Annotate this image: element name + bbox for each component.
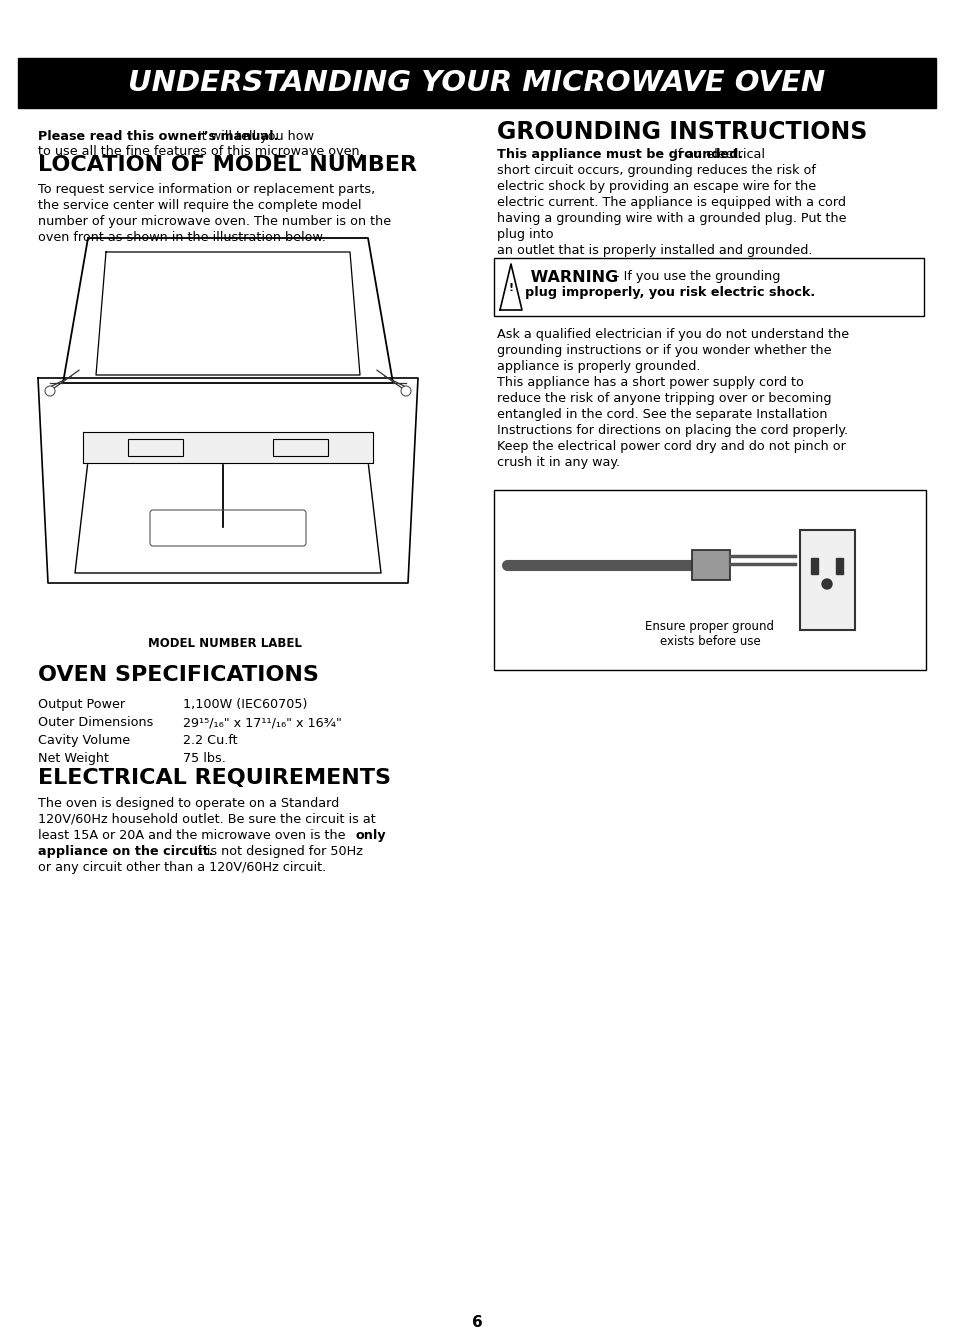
Text: the service center will require the complete model: the service center will require the comp… [38, 199, 361, 212]
Bar [494, 490, 925, 670]
Text: Instructions for directions on placing the cord properly.: Instructions for directions on placing t… [497, 424, 847, 437]
Text: Outer Dimensions: Outer Dimensions [38, 717, 153, 729]
Text: GROUNDING INSTRUCTIONS: GROUNDING INSTRUCTIONS [497, 119, 866, 144]
Polygon shape [83, 432, 373, 463]
Text: 120V/60Hz household outlet. Be sure the circuit is at: 120V/60Hz household outlet. Be sure the … [38, 813, 375, 825]
Circle shape [821, 578, 831, 589]
Circle shape [400, 386, 411, 396]
Text: ELECTRICAL REQUIREMENTS: ELECTRICAL REQUIREMENTS [38, 768, 391, 788]
Text: entangled in the cord. See the separate Installation: entangled in the cord. See the separate … [497, 408, 826, 421]
Text: !: ! [508, 283, 513, 293]
Text: If an electrical: If an electrical [669, 148, 764, 161]
Text: only: only [355, 829, 386, 841]
Bar [835, 558, 842, 574]
Text: Ask a qualified electrician if you do not understand the: Ask a qualified electrician if you do no… [497, 327, 848, 341]
Text: Please read this owner’s manual.: Please read this owner’s manual. [38, 130, 278, 144]
Text: 1,100W (IEC60705): 1,100W (IEC60705) [183, 698, 307, 711]
Text: Net Weight: Net Weight [38, 752, 109, 765]
Bar [810, 558, 817, 574]
Text: number of your microwave oven. The number is on the: number of your microwave oven. The numbe… [38, 215, 391, 228]
Polygon shape [499, 264, 521, 310]
Text: 29¹⁵/₁₆" x 17¹¹/₁₆" x 16¾": 29¹⁵/₁₆" x 17¹¹/₁₆" x 16¾" [183, 717, 341, 729]
Bar [273, 439, 328, 456]
Text: appliance is properly grounded.: appliance is properly grounded. [497, 360, 700, 373]
Bar [494, 258, 923, 315]
Text: Cavity Volume: Cavity Volume [38, 734, 130, 747]
Text: It will tell you how: It will tell you how [193, 130, 314, 144]
Text: 75 lbs.: 75 lbs. [183, 752, 226, 765]
Text: OVEN SPECIFICATIONS: OVEN SPECIFICATIONS [38, 666, 318, 684]
Text: Keep the electrical power cord dry and do not pinch or: Keep the electrical power cord dry and d… [497, 440, 845, 454]
Text: an outlet that is properly installed and grounded.: an outlet that is properly installed and… [497, 244, 812, 258]
Text: Ensure proper ground
exists before use: Ensure proper ground exists before use [645, 620, 774, 648]
Text: This appliance has a short power supply cord to: This appliance has a short power supply … [497, 376, 803, 389]
Text: The oven is designed to operate on a Standard: The oven is designed to operate on a Sta… [38, 797, 339, 811]
Text: reduce the risk of anyone tripping over or becoming: reduce the risk of anyone tripping over … [497, 392, 831, 405]
Bar [128, 439, 183, 456]
Polygon shape [63, 238, 393, 382]
Text: WARNING: WARNING [524, 270, 618, 285]
Text: oven front as shown in the illustration below.: oven front as shown in the illustration … [38, 231, 326, 244]
Text: Output Power: Output Power [38, 698, 125, 711]
Text: having a grounding wire with a grounded plug. Put the: having a grounding wire with a grounded … [497, 212, 845, 225]
Text: least 15A or 20A and the microwave oven is the: least 15A or 20A and the microwave oven … [38, 829, 349, 841]
Text: LOCATION OF MODEL NUMBER: LOCATION OF MODEL NUMBER [38, 154, 416, 174]
Circle shape [45, 386, 55, 396]
Text: crush it in any way.: crush it in any way. [497, 456, 619, 468]
Text: grounding instructions or if you wonder whether the: grounding instructions or if you wonder … [497, 344, 831, 357]
Text: - If you use the grounding: - If you use the grounding [610, 270, 780, 283]
Text: electric current. The appliance is equipped with a cord: electric current. The appliance is equip… [497, 196, 845, 209]
Polygon shape [75, 435, 380, 573]
Text: MODEL NUMBER LABEL: MODEL NUMBER LABEL [148, 637, 301, 650]
Text: To request service information or replacement parts,: To request service information or replac… [38, 183, 375, 196]
Text: plug improperly, you risk electric shock.: plug improperly, you risk electric shock… [524, 286, 814, 299]
Text: This appliance must be grounded.: This appliance must be grounded. [497, 148, 742, 161]
Text: short circuit occurs, grounding reduces the risk of: short circuit occurs, grounding reduces … [497, 164, 815, 177]
Text: 2.2 Cu.ft: 2.2 Cu.ft [183, 734, 237, 747]
Text: appliance on the circuit.: appliance on the circuit. [38, 845, 213, 858]
Text: electric shock by providing an escape wire for the: electric shock by providing an escape wi… [497, 180, 815, 193]
Text: UNDERSTANDING YOUR MICROWAVE OVEN: UNDERSTANDING YOUR MICROWAVE OVEN [129, 68, 824, 97]
Bar [800, 530, 854, 629]
Bar [18, 58, 935, 107]
Bar [691, 550, 729, 580]
Text: to use all the fine features of this microwave oven.: to use all the fine features of this mic… [38, 145, 363, 158]
Text: It is not designed for 50Hz: It is not designed for 50Hz [190, 845, 362, 858]
Text: plug into: plug into [497, 228, 553, 242]
Text: or any circuit other than a 120V/60Hz circuit.: or any circuit other than a 120V/60Hz ci… [38, 862, 326, 874]
Polygon shape [96, 252, 359, 374]
Polygon shape [38, 378, 417, 582]
Text: 6: 6 [471, 1315, 482, 1330]
